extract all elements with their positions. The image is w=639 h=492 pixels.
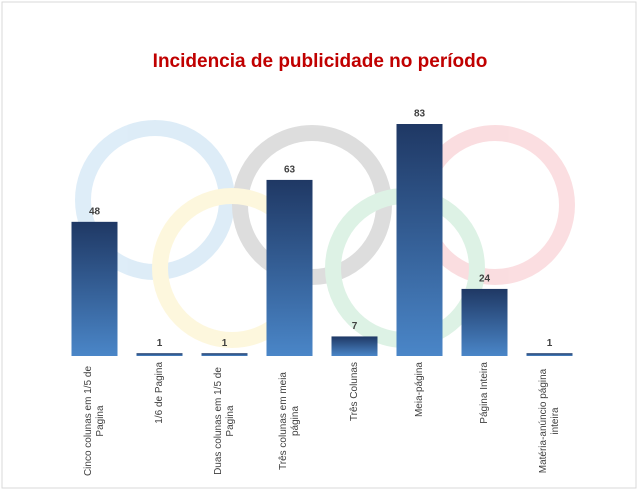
- data-label: 1: [157, 338, 163, 349]
- data-label: 1: [547, 338, 553, 349]
- data-label: 48: [89, 206, 101, 217]
- bar: [526, 353, 573, 356]
- x-tick-label: 1/6 de Pagina: [153, 362, 165, 424]
- x-tick-label-box: Três colunas em meia página: [262, 362, 318, 480]
- x-tick-label-box: Matéria-anúncio página inteira: [522, 362, 578, 480]
- bar: [136, 353, 183, 356]
- x-tick-label: Matéria-anúncio página inteira: [537, 368, 561, 474]
- data-label: 1: [222, 338, 228, 349]
- bar: [396, 124, 443, 356]
- data-label: 24: [479, 274, 491, 285]
- bar: [71, 221, 118, 356]
- x-tick-label-box: Página Inteira: [457, 362, 513, 480]
- chart-title: Incidencia de publicidade no período: [153, 51, 488, 72]
- bar: [266, 179, 313, 356]
- x-tick-label: Página Inteira: [478, 362, 490, 424]
- data-label: 7: [352, 321, 358, 332]
- data-label: 63: [284, 165, 296, 176]
- x-tick-label-box: Meia-página: [392, 362, 448, 480]
- bar: [331, 336, 378, 356]
- x-tick-label: Cinco colunas em 1/5 de Pagina: [82, 365, 106, 477]
- bar: [201, 353, 248, 356]
- x-tick-label-box: Três Colunas: [327, 362, 383, 480]
- x-tick-label: Duas colunas em 1/5 de Pagina: [212, 367, 236, 475]
- bar: [461, 288, 508, 356]
- data-label: 83: [414, 109, 426, 120]
- x-tick-label: Três Colunas: [348, 362, 360, 422]
- ring: [75, 120, 235, 280]
- x-tick-label: Três colunas em meia página: [277, 372, 301, 470]
- x-tick-label: Meia-página: [413, 362, 425, 418]
- x-tick-label-box: Duas colunas em 1/5 de Pagina: [197, 362, 253, 480]
- x-tick-label-box: Cinco colunas em 1/5 de Pagina: [67, 362, 123, 480]
- x-tick-label-box: 1/6 de Pagina: [132, 362, 188, 480]
